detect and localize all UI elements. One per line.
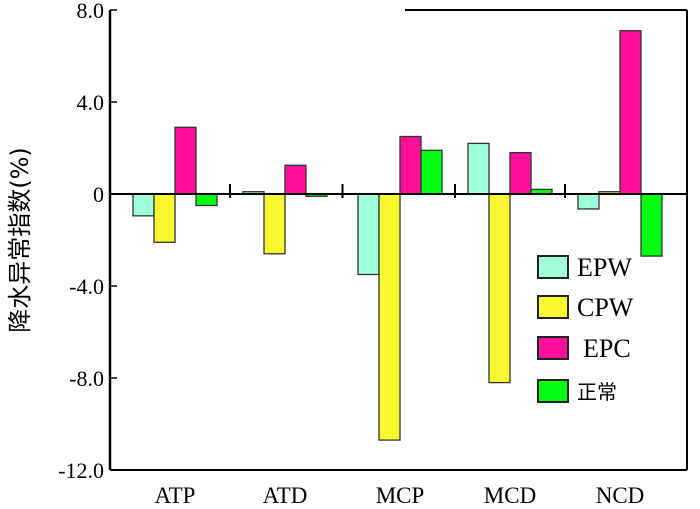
y-tick-label: 4.0 xyxy=(77,90,105,115)
bar-CPW-ATD xyxy=(263,193,286,255)
legend-swatch-EPC xyxy=(537,336,569,360)
bar-CPW-MCD xyxy=(488,193,511,384)
y-tick-label: -8.0 xyxy=(69,366,104,391)
y-tick-label: -12.0 xyxy=(58,458,104,483)
bar-CPW-MCP xyxy=(378,193,401,441)
y-tick-label: -4.0 xyxy=(69,274,104,299)
bar-EPC-ATD xyxy=(284,164,307,195)
x-tick-label: MCP xyxy=(376,483,425,508)
x-tick-label: NCD xyxy=(596,483,645,508)
legend-swatch-正常 xyxy=(537,379,569,403)
legend-swatch-EPW xyxy=(537,255,569,279)
bar-CPW-ATP xyxy=(153,193,176,243)
x-tick-label: ATP xyxy=(155,483,196,508)
legend-swatch-CPW xyxy=(537,295,569,319)
bar-EPC-NCD xyxy=(619,30,642,195)
bar-正常-ATP xyxy=(195,193,218,207)
legend-label: EPW xyxy=(577,253,632,282)
bar-EPW-NCD xyxy=(577,193,600,210)
bar-EPW-MCP xyxy=(357,193,380,276)
y-axis-label: 降水异常指数(%) xyxy=(6,147,34,333)
bar-正常-NCD xyxy=(640,193,663,257)
bar-EPC-MCD xyxy=(509,151,532,195)
y-tick-label: 0 xyxy=(93,182,104,207)
x-tick-label: ATD xyxy=(263,483,308,508)
bar-EPC-MCP xyxy=(399,135,422,195)
legend-label: 正常 xyxy=(577,380,617,404)
bar-正常-MCP xyxy=(420,149,443,195)
legend-label: EPC xyxy=(583,334,631,363)
bar-EPW-MCD xyxy=(467,142,490,195)
bar-EPW-ATP xyxy=(132,193,155,217)
legend-label: CPW xyxy=(577,293,634,322)
y-tick-label: 8.0 xyxy=(77,0,105,23)
x-tick-label: MCD xyxy=(484,483,536,508)
bar-EPC-ATP xyxy=(174,126,197,195)
